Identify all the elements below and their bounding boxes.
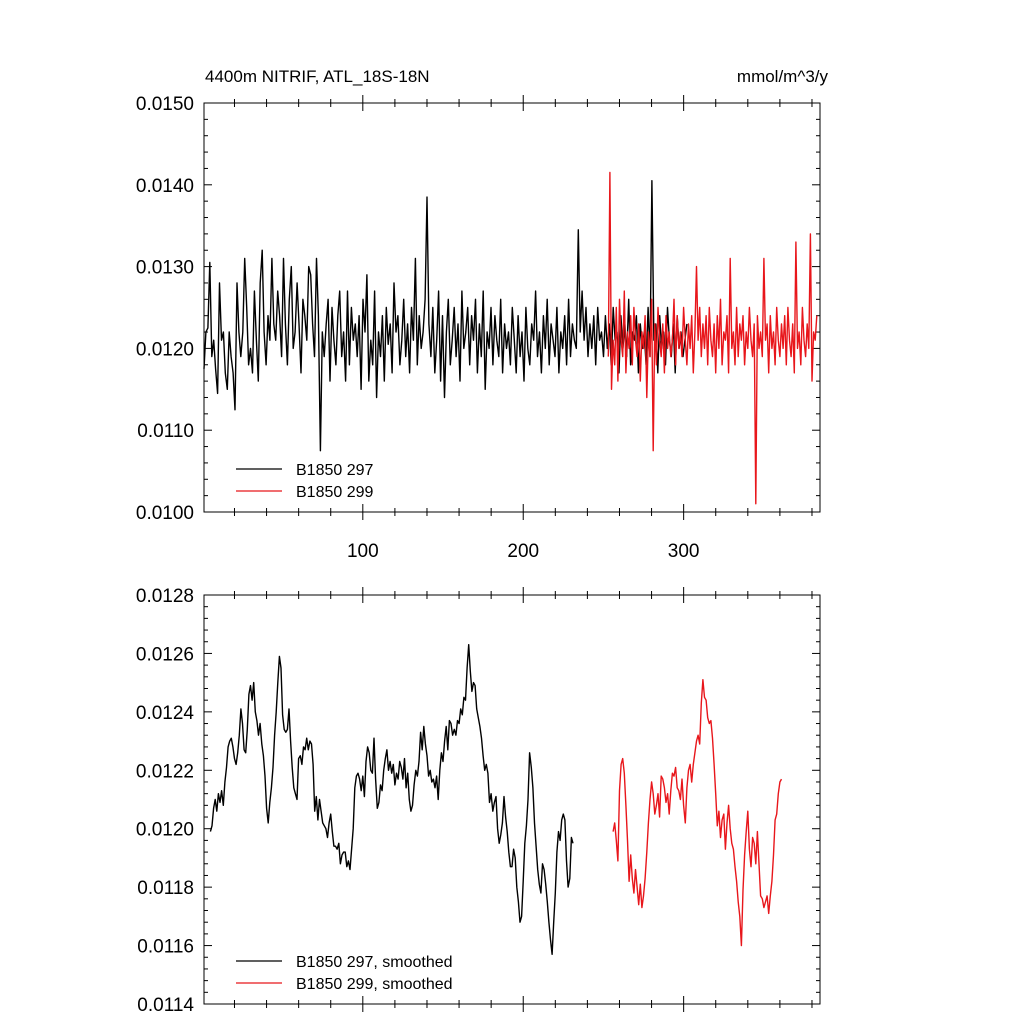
top-y-tick-label: 0.0130 [136,258,194,279]
top-series-line-0 [203,179,688,452]
top-x-tick-label: 300 [668,541,700,562]
top-units: mmol/m^3/y [737,67,829,86]
top-panel: 4400m NITRIF, ATL_18S-18N mmol/m^3/y 0.0… [136,67,829,562]
bottom-legend-label-299: B1850 299, smoothed [296,976,453,993]
bottom-y-tick-label: 0.0126 [136,644,194,665]
bottom-series-line-1 [612,679,783,947]
top-legend-label-297: B1850 297 [296,462,374,479]
top-y-tick-label: 0.0140 [136,176,194,197]
bottom-y-tick-label: 0.0116 [137,937,194,958]
bottom-y-tick-label: 0.0120 [136,820,194,841]
bottom-y-ticks: 0.0114 0.0116 0.0118 0.0120 0.0122 0.0124 0.01… [136,586,820,1016]
top-series-group [203,171,818,505]
bottom-y-tick-label: 0.0114 [137,995,194,1016]
top-x-tick-label: 200 [507,541,539,562]
top-y-tick-label: 0.0110 [137,421,194,442]
top-legend-label-299: B1850 299 [296,484,374,501]
top-plot-frame [203,102,821,513]
bottom-plot-frame [203,594,821,1005]
top-y-tick-label: 0.0100 [136,503,194,524]
bottom-series-group [209,644,783,955]
top-series-line-1 [607,171,818,505]
bottom-x-ticks [233,587,813,1012]
top-title: 4400m NITRIF, ATL_18S-18N [205,67,430,86]
bottom-y-tick-label: 0.0118 [137,878,194,899]
bottom-panel: 0.0114 0.0116 0.0118 0.0120 0.0122 0.0124 0.01… [136,586,821,1016]
bottom-legend-label-297: B1850 297, smoothed [296,954,453,971]
bottom-y-tick-label: 0.0124 [136,703,195,724]
bottom-series-line-0 [209,644,574,955]
bottom-legend: B1850 297, smoothed B1850 299, smoothed [236,954,453,993]
bottom-y-tick-label: 0.0122 [136,761,194,782]
top-y-tick-label: 0.0150 [136,94,194,115]
top-legend: B1850 297 B1850 299 [236,462,374,501]
top-x-ticks: 100 200 300 [233,95,813,562]
top-x-tick-label: 100 [347,541,379,562]
top-y-tick-label: 0.0120 [136,339,194,360]
bottom-y-tick-label: 0.0128 [136,586,194,607]
